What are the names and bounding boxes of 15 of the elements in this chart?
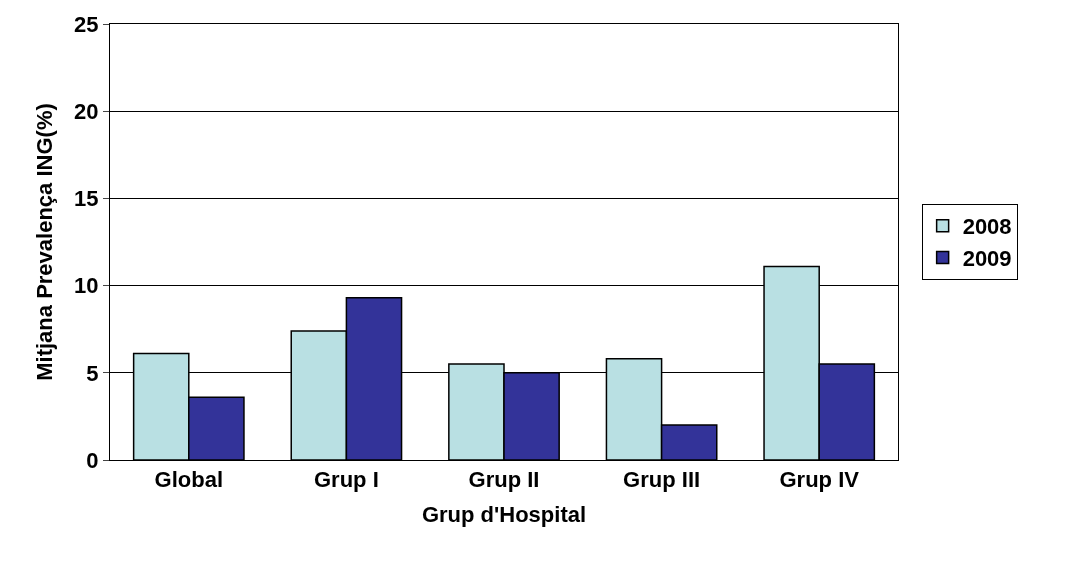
- y-axis-title: Mitjana Prevalença ING(%): [31, 103, 57, 381]
- x-axis-title: Grup d'Hospital: [421, 502, 587, 528]
- y-tick-label: 20: [74, 98, 99, 124]
- legend-label: 2009: [962, 245, 1012, 271]
- y-tick-label: 5: [86, 360, 99, 386]
- x-tick-label: Grup II: [468, 467, 540, 493]
- x-tick-label: Global: [154, 467, 224, 493]
- x-tick-label: Grup IV: [779, 467, 860, 493]
- x-tick-label: Grup I: [314, 467, 379, 493]
- x-tick-label: Grup III: [623, 467, 701, 493]
- y-tick-label: 10: [74, 273, 99, 299]
- legend-label: 2008: [962, 214, 1012, 240]
- y-tick-label: 15: [74, 186, 99, 212]
- y-tick-label: 0: [86, 447, 99, 473]
- y-tick-label: 25: [74, 11, 99, 37]
